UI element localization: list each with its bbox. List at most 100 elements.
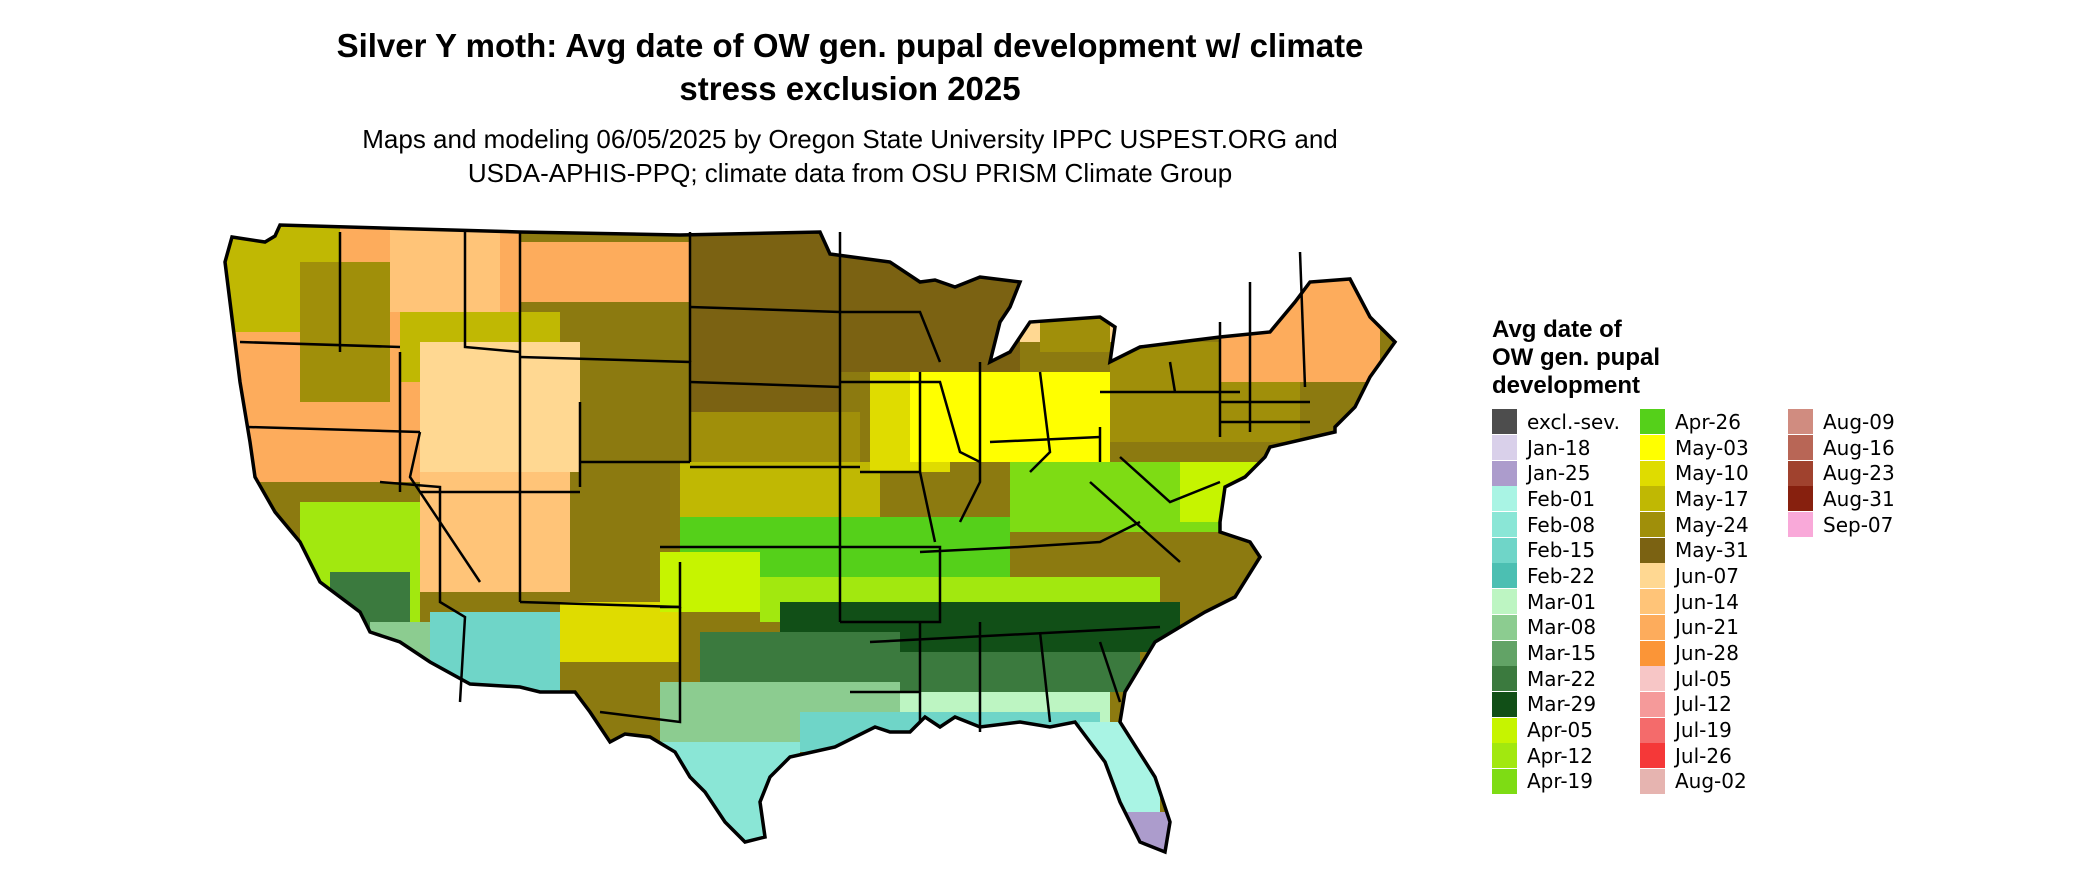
legend-swatch: [1788, 435, 1813, 461]
legend-label: May-31: [1675, 538, 1749, 563]
legend-label: Feb-08: [1527, 512, 1596, 537]
legend-item: Jul-05: [1640, 666, 1790, 692]
map-title: Silver Y moth: Avg date of OW gen. pupal…: [240, 24, 1460, 110]
legend-item: Apr-12: [1492, 743, 1642, 769]
legend-item: Sep-07: [1788, 512, 1938, 538]
legend-label: Apr-19: [1527, 769, 1593, 794]
map-title-line-1: Silver Y moth: Avg date of OW gen. pupal…: [336, 27, 1364, 64]
legend-label: Mar-29: [1527, 692, 1597, 717]
legend-swatch: [1640, 486, 1665, 512]
legend-swatch: [1492, 717, 1517, 743]
legend-label: Aug-23: [1823, 461, 1895, 486]
legend-label: Jun-28: [1675, 641, 1739, 666]
legend-swatch: [1640, 563, 1665, 589]
legend-swatch: [1492, 409, 1517, 435]
legend-swatch: [1640, 768, 1665, 794]
legend-label: May-03: [1675, 435, 1749, 460]
legend-column: Aug-09 Aug-16 Aug-23 Aug-31 Sep-07: [1788, 409, 1938, 538]
legend-item: Mar-01: [1492, 589, 1642, 615]
legend-label: excl.-sev.: [1527, 409, 1620, 434]
legend-label: Jan-18: [1527, 435, 1591, 460]
legend-swatch: [1492, 435, 1517, 461]
legend-swatch: [1640, 435, 1665, 461]
legend-swatch: [1788, 486, 1813, 512]
legend-label: May-24: [1675, 512, 1749, 537]
legend-item: Aug-16: [1788, 435, 1938, 461]
map-subtitle: Maps and modeling 06/05/2025 by Oregon S…: [240, 122, 1460, 190]
legend-label: Jul-19: [1675, 718, 1732, 743]
legend-label: Feb-01: [1527, 486, 1596, 511]
legend-swatch: [1492, 691, 1517, 717]
legend-swatch: [1492, 563, 1517, 589]
legend-label: Jun-21: [1675, 615, 1739, 640]
legend-item: Feb-01: [1492, 486, 1642, 512]
legend-label: Mar-08: [1527, 615, 1597, 640]
legend-item: Jul-19: [1640, 717, 1790, 743]
legend-item: Aug-09: [1788, 409, 1938, 435]
legend-swatch: [1492, 743, 1517, 769]
legend-item: Feb-15: [1492, 537, 1642, 563]
legend-swatch: [1640, 640, 1665, 666]
legend-item: Jul-26: [1640, 743, 1790, 769]
legend-label: Jul-05: [1675, 666, 1732, 691]
legend-item: excl.-sev.: [1492, 409, 1642, 435]
legend-swatch: [1640, 666, 1665, 692]
legend-swatch: [1640, 589, 1665, 615]
legend-label: Apr-12: [1527, 743, 1593, 768]
legend-label: Mar-01: [1527, 589, 1597, 614]
legend-title-line-1: Avg date of: [1492, 316, 1622, 343]
legend-label: Jan-25: [1527, 461, 1591, 486]
legend-item: Jul-12: [1640, 691, 1790, 718]
legend-swatch: [1640, 614, 1665, 640]
legend-label: Jun-07: [1675, 563, 1739, 588]
legend-item: May-17: [1640, 486, 1790, 512]
legend-label: Aug-31: [1823, 486, 1895, 511]
legend-item: Feb-22: [1492, 563, 1642, 589]
legend-item: Mar-29: [1492, 691, 1642, 718]
legend-swatch: [1640, 409, 1665, 435]
legend-item: Jan-25: [1492, 460, 1642, 486]
legend-swatch: [1492, 614, 1517, 640]
legend-item: Mar-15: [1492, 640, 1642, 666]
legend-label: Aug-16: [1823, 435, 1895, 460]
legend-item: Mar-08: [1492, 614, 1642, 641]
legend-item: Apr-26: [1640, 409, 1790, 435]
legend-label: Jul-12: [1675, 692, 1732, 717]
legend-swatch: [1788, 512, 1813, 538]
legend-swatch: [1492, 666, 1517, 692]
legend-label: May-17: [1675, 486, 1749, 511]
legend-swatch: [1640, 537, 1665, 563]
legend-item: Feb-08: [1492, 512, 1642, 538]
legend-column: Apr-26 May-03 May-10 May-17 May-24 May-31 Jun-…: [1640, 409, 1790, 794]
legend-item: May-31: [1640, 537, 1790, 563]
legend-swatch: [1788, 409, 1813, 435]
map-subtitle-line-2: USDA-APHIS-PPQ; climate data from OSU PR…: [467, 158, 1233, 188]
legend-label: Aug-02: [1675, 769, 1747, 794]
legend-item: Jun-28: [1640, 640, 1790, 666]
legend-item: Aug-23: [1788, 460, 1938, 486]
legend-item: Jan-18: [1492, 435, 1642, 461]
legend-item: Aug-31: [1788, 486, 1938, 512]
legend-label: May-10: [1675, 461, 1749, 486]
legend-title: Avg date of OW gen. pupal development: [1492, 316, 1752, 400]
legend-title-line-2: OW gen. pupal: [1492, 344, 1660, 371]
legend-item: May-03: [1640, 435, 1790, 461]
legend-item: Jun-07: [1640, 563, 1790, 589]
legend-item: Mar-22: [1492, 666, 1642, 692]
map-title-line-2: stress exclusion 2025: [679, 70, 1021, 107]
legend-label: Sep-07: [1823, 512, 1894, 537]
legend-label: Jul-26: [1675, 743, 1732, 768]
legend-item: Aug-02: [1640, 768, 1790, 795]
legend-item: Jun-14: [1640, 589, 1790, 615]
legend-swatch: [1492, 512, 1517, 538]
legend-swatch: [1640, 691, 1665, 717]
legend-column: excl.-sev. Jan-18 Jan-25 Feb-01 Feb-08 Feb-15…: [1492, 409, 1642, 794]
legend-swatch: [1492, 460, 1517, 486]
legend-label: Apr-26: [1675, 409, 1741, 434]
legend-title-line-3: development: [1492, 372, 1641, 399]
map-subtitle-line-1: Maps and modeling 06/05/2025 by Oregon S…: [362, 124, 1338, 154]
legend-label: Apr-05: [1527, 718, 1593, 743]
legend-label: Mar-22: [1527, 666, 1597, 691]
legend-swatch: [1492, 537, 1517, 563]
legend-label: Feb-22: [1527, 563, 1596, 588]
